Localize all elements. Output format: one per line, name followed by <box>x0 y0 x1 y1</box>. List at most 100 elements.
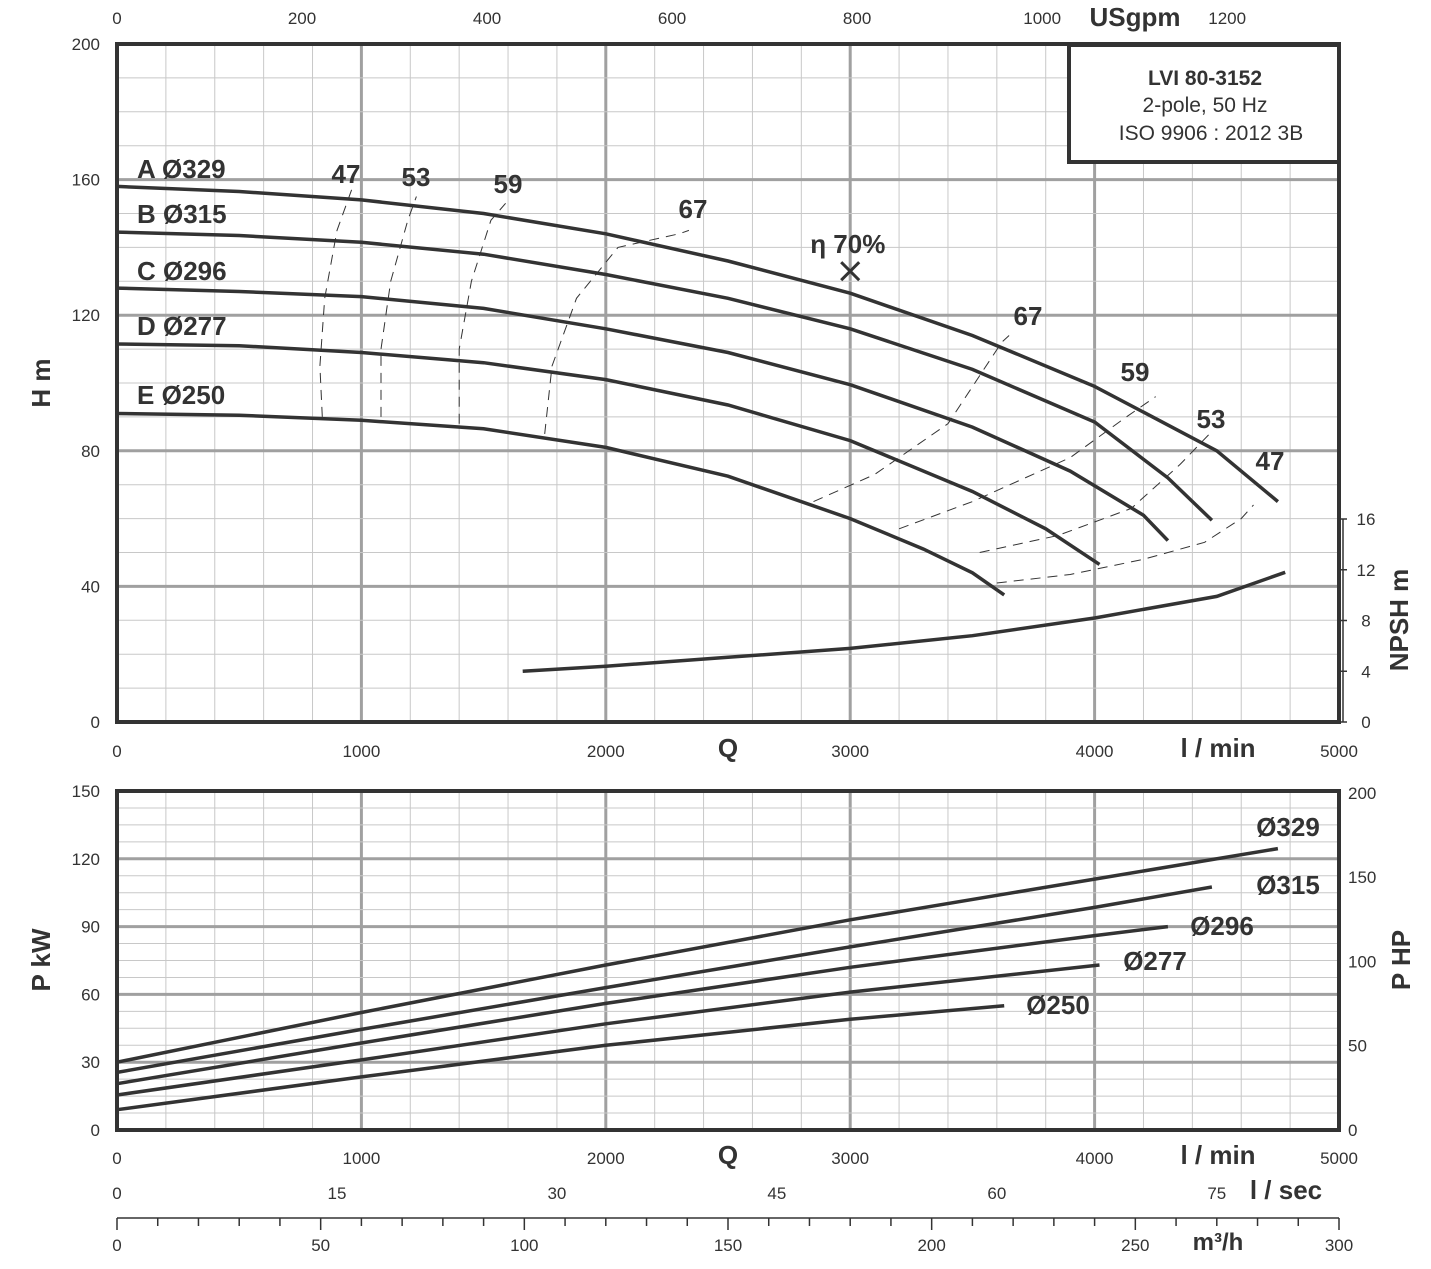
bottom-y-tick-label: 0 <box>91 1121 100 1140</box>
bottom-y-tick-label: 120 <box>72 850 100 869</box>
bottom-x-axis-label: Q <box>718 1140 738 1170</box>
efficiency-line-left <box>544 229 690 434</box>
hp-tick-label: 200 <box>1348 784 1376 803</box>
head-curve-label: C Ø296 <box>137 256 227 286</box>
m3h-tick-label: 50 <box>311 1236 330 1255</box>
m3h-axis: 0 50 100 150 200 250 300 <box>112 1217 1353 1255</box>
head-curve-label: D Ø277 <box>137 311 227 341</box>
lsec-tick-label: 75 <box>1207 1184 1226 1203</box>
efficiency-label: 47 <box>332 159 361 189</box>
head-curve <box>116 342 1101 566</box>
efficiency-label: 53 <box>402 162 431 192</box>
model-subtitle-1: 2-pole, 50 Hz <box>1143 94 1268 117</box>
head-curve-label: A Ø329 <box>137 154 226 184</box>
efficiency-label: 47 <box>1256 446 1285 476</box>
bottom-x-tick-label: 5000 <box>1320 1149 1358 1168</box>
npsh-tick-label: 8 <box>1361 612 1370 631</box>
bottom-x-tick-label: 4000 <box>1076 1149 1114 1168</box>
efficiency-line-right <box>979 433 1210 553</box>
efficiency-line-left <box>380 196 417 417</box>
usgpm-tick-label: 600 <box>658 9 686 28</box>
efficiency-label: 67 <box>1014 301 1043 331</box>
head-curve <box>116 184 1280 503</box>
usgpm-tick-label: 0 <box>112 9 121 28</box>
bottom-y-axis-label: P kW <box>26 928 56 992</box>
top-x-unit: l / min <box>1180 733 1255 763</box>
power-curve <box>116 1003 1005 1112</box>
power-curve <box>116 924 1169 1086</box>
power-curve-label: Ø315 <box>1256 870 1320 900</box>
m3h-tick-label: 200 <box>917 1236 945 1255</box>
model-subtitle-2: ISO 9906 : 2012 3B <box>1119 122 1303 145</box>
m3h-tick-label: 100 <box>510 1236 538 1255</box>
head-curves: A Ø329 B Ø315 C Ø296 D Ø277 E Ø250 <box>116 154 1280 597</box>
head-curve-label: B Ø315 <box>137 199 227 229</box>
m3h-tick-label: 150 <box>714 1236 742 1255</box>
m3h-tick-label: 250 <box>1121 1236 1149 1255</box>
m3h-tick-label: 300 <box>1325 1236 1353 1255</box>
bottom-y-tick-label: 60 <box>81 985 100 1004</box>
efficiency-label: 59 <box>1121 357 1150 387</box>
lsec-tick-label: 0 <box>112 1184 121 1203</box>
top-y-tick-label: 160 <box>72 171 100 190</box>
head-curve <box>116 286 1170 542</box>
usgpm-tick-label: 400 <box>473 9 501 28</box>
power-curve <box>116 885 1213 1075</box>
bottom-x-tick-label: 3000 <box>831 1149 869 1168</box>
hp-tick-label: 150 <box>1348 868 1376 887</box>
head-curve <box>116 230 1214 522</box>
lsec-tick-label: 60 <box>987 1184 1006 1203</box>
top-x-tick-label: 5000 <box>1320 742 1358 761</box>
usgpm-tick-label: 1000 <box>1023 9 1061 28</box>
top-y-tick-label: 200 <box>72 35 100 54</box>
npsh-curve <box>522 570 1286 674</box>
npsh-tick-label: 4 <box>1361 662 1370 681</box>
bottom-x-tick-label: 0 <box>112 1149 121 1168</box>
bottom-y-tick-label: 30 <box>81 1053 100 1072</box>
top-y-tick-label: 40 <box>81 577 100 596</box>
top-y-axis-label: H m <box>26 358 56 407</box>
usgpm-tick-label: 1200 <box>1208 9 1246 28</box>
top-y-tick-label: 80 <box>81 442 100 461</box>
power-curve-label: Ø277 <box>1123 946 1187 976</box>
lsec-axis-unit: l / sec <box>1250 1175 1322 1205</box>
efficiency-label: 59 <box>494 169 523 199</box>
hp-tick-label: 50 <box>1348 1037 1367 1056</box>
m3h-tick-label: 0 <box>112 1236 121 1255</box>
bottom-chart-frame <box>115 789 1341 1132</box>
bottom-y-tick-label: 90 <box>81 918 100 937</box>
efficiency-label: 53 <box>1197 404 1226 434</box>
power-curve <box>116 963 1100 1097</box>
top-y2-axis-label: NPSH m <box>1384 569 1414 672</box>
bep-label: η 70% <box>810 229 885 259</box>
efficiency-lines: 47 47 53 53 59 59 67 67 η 70% <box>319 159 1285 584</box>
lsec-tick-label: 30 <box>547 1184 566 1203</box>
efficiency-label: 67 <box>679 194 708 224</box>
power-curve-label: Ø296 <box>1190 911 1254 941</box>
bottom-x-tick-label: 1000 <box>342 1149 380 1168</box>
top-chart-frame <box>115 42 1341 724</box>
power-curve <box>116 846 1279 1064</box>
top-x-tick-label: 2000 <box>587 742 625 761</box>
top-x-tick-label: 0 <box>112 742 121 761</box>
top-x-axis-label: Q <box>718 733 738 763</box>
bottom-x-tick-label: 2000 <box>587 1149 625 1168</box>
bottom-x-unit: l / min <box>1180 1140 1255 1170</box>
npsh-tick-label: 16 <box>1357 510 1376 529</box>
hp-tick-label: 0 <box>1348 1121 1357 1140</box>
lsec-tick-label: 45 <box>767 1184 786 1203</box>
efficiency-line-right <box>813 335 1010 503</box>
efficiency-line-right <box>898 396 1156 530</box>
npsh-tick-label: 12 <box>1357 561 1376 580</box>
power-curve-label: Ø329 <box>1256 812 1320 842</box>
usgpm-tick-label: 800 <box>843 9 871 28</box>
npsh-curve-group <box>522 570 1286 674</box>
top-y-tick-label: 120 <box>72 306 100 325</box>
bottom-y2-axis-label: P HP <box>1386 930 1416 990</box>
power-curve-label: Ø250 <box>1026 990 1090 1020</box>
top-y-tick-label: 0 <box>91 713 100 732</box>
head-curve-label: E Ø250 <box>137 380 225 410</box>
m3h-axis-unit: m³/h <box>1193 1229 1244 1256</box>
